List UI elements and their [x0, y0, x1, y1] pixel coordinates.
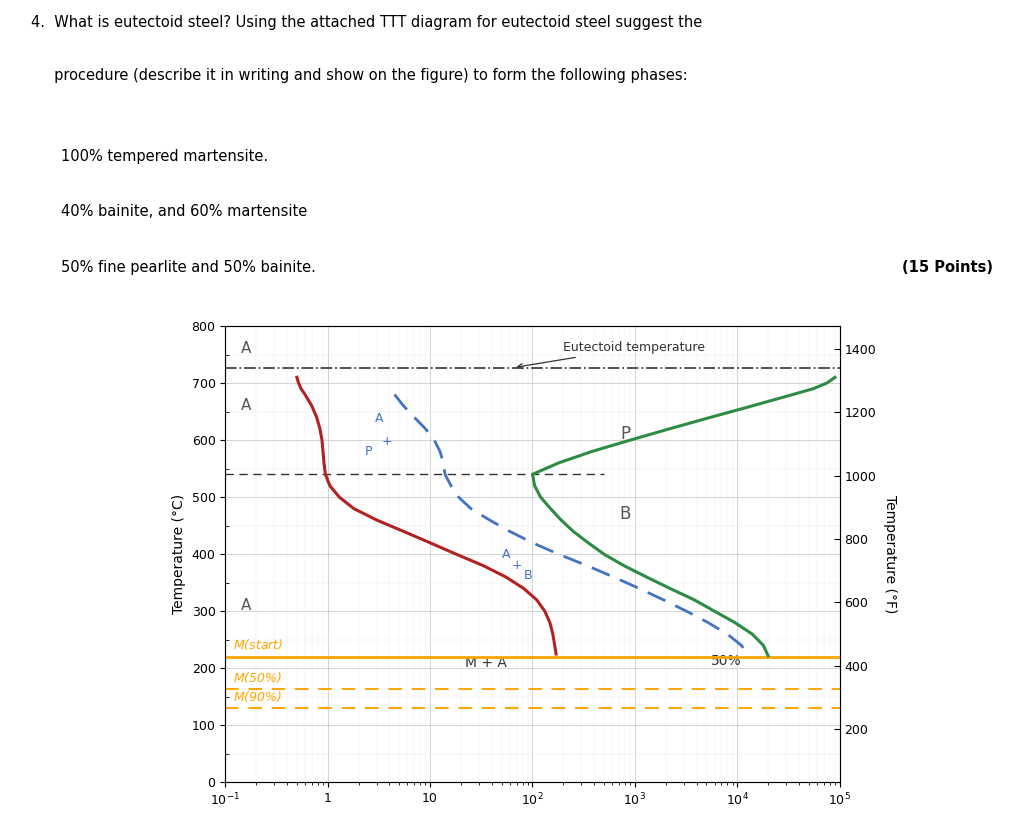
Text: B: B	[620, 505, 631, 523]
Text: +: +	[511, 559, 522, 572]
Text: 50% fine pearlite and 50% bainite.: 50% fine pearlite and 50% bainite.	[61, 260, 316, 275]
Text: $M$(90%): $M$(90%)	[233, 689, 283, 703]
Text: B: B	[523, 569, 532, 582]
Y-axis label: Temperature (°C): Temperature (°C)	[172, 494, 186, 615]
Text: M + A: M + A	[465, 655, 507, 670]
Text: Eutectoid temperature: Eutectoid temperature	[517, 341, 706, 368]
Text: 50%: 50%	[711, 654, 741, 668]
Text: $M$(start): $M$(start)	[233, 637, 284, 652]
Y-axis label: Temperature (°F): Temperature (°F)	[884, 495, 897, 614]
Text: $M$(50%): $M$(50%)	[233, 670, 283, 685]
Text: 40% bainite, and 60% martensite: 40% bainite, and 60% martensite	[61, 205, 307, 219]
Text: A: A	[241, 399, 251, 413]
Text: 4.  What is eutectoid steel? Using the attached TTT diagram for eutectoid steel : 4. What is eutectoid steel? Using the at…	[31, 15, 702, 30]
Text: P: P	[620, 425, 630, 443]
Text: (15 Points): (15 Points)	[902, 260, 993, 275]
Text: procedure (describe it in writing and show on the figure) to form the following : procedure (describe it in writing and sh…	[31, 68, 687, 83]
Text: A: A	[375, 412, 384, 425]
Text: +: +	[382, 434, 392, 447]
Text: A: A	[241, 598, 251, 613]
Text: P: P	[365, 445, 372, 458]
Text: A: A	[502, 548, 510, 561]
Text: A: A	[241, 341, 251, 356]
Text: 100% tempered martensite.: 100% tempered martensite.	[61, 148, 268, 164]
